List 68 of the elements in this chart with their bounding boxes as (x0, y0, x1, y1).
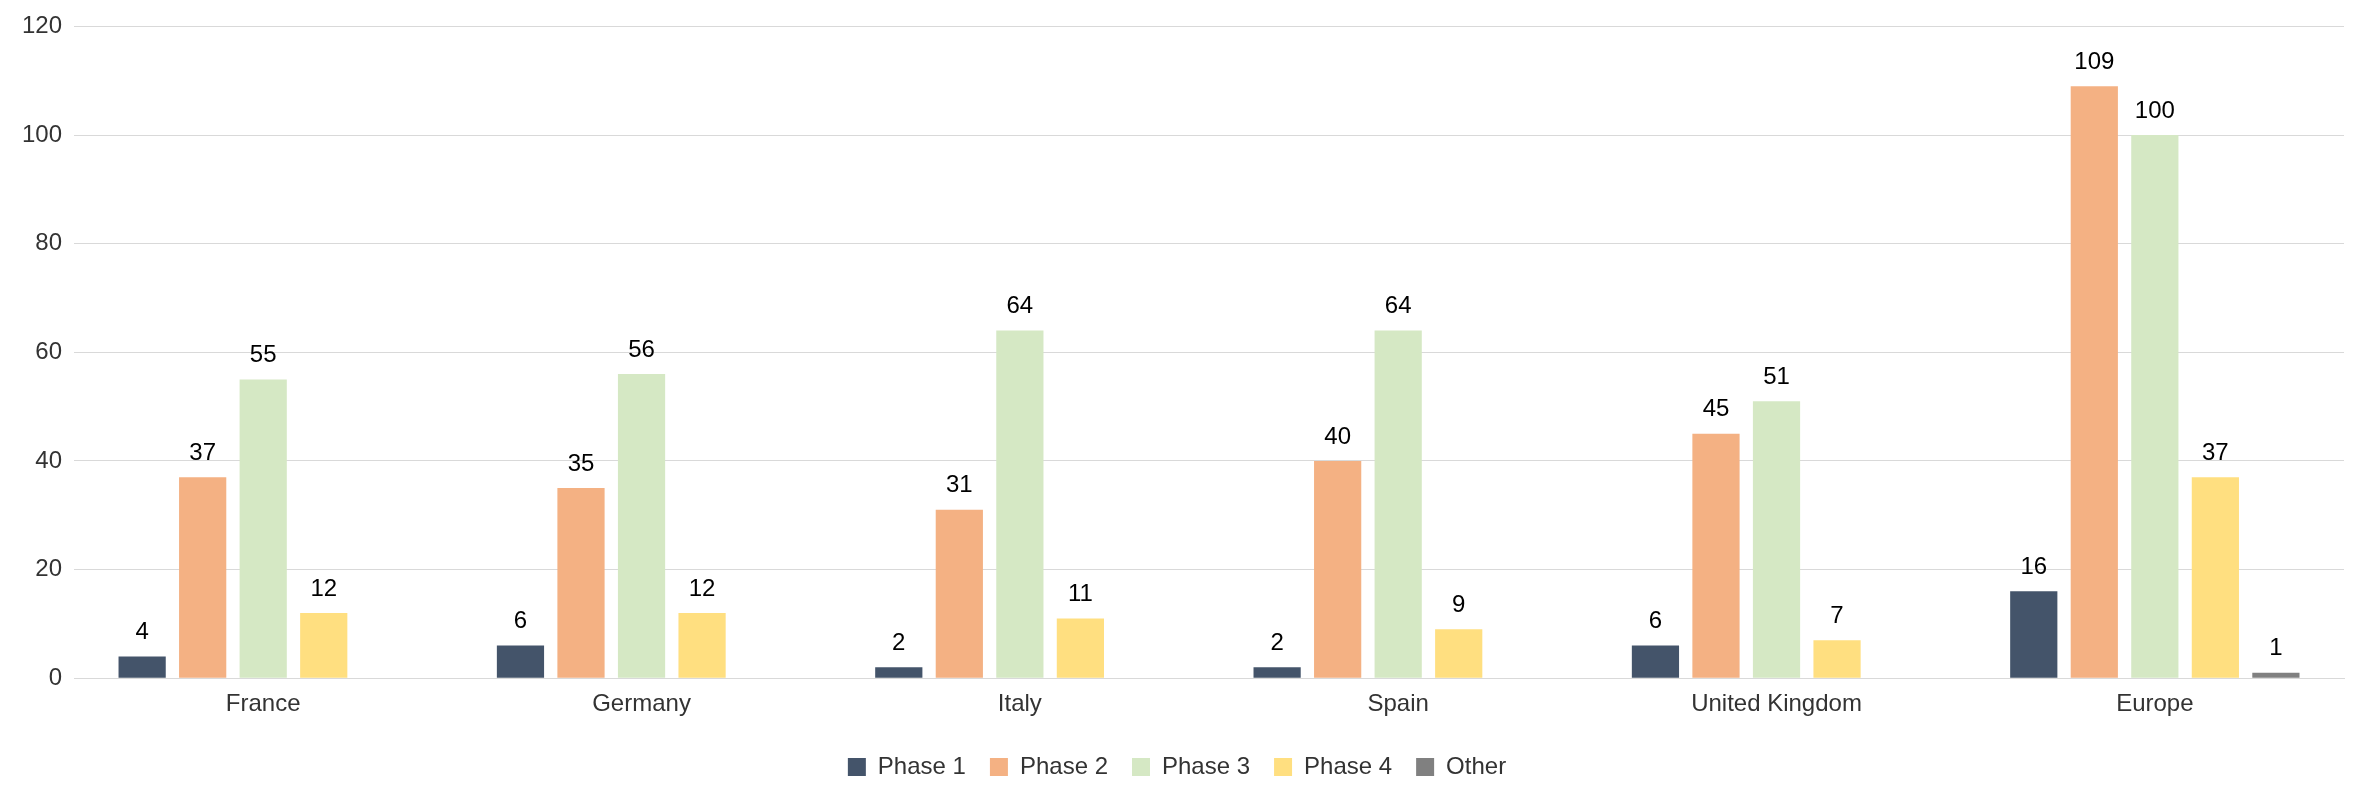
data-label: 6 (513, 606, 528, 634)
data-label: 51 (1763, 361, 1790, 389)
data-label: 64 (1384, 291, 1412, 319)
data-label: 9 (1452, 589, 1466, 617)
data-label: 45 (1702, 394, 1730, 422)
x-tick-label: Italy (997, 689, 1042, 717)
bar (496, 645, 545, 678)
data-label: 12 (310, 573, 338, 601)
legend-label: Other (1446, 751, 1507, 779)
data-label: 55 (249, 340, 277, 368)
y-tick-label: 40 (35, 445, 63, 473)
legend-label: Phase 2 (1019, 751, 1108, 779)
x-tick-label: Spain (1367, 689, 1429, 717)
bar (300, 613, 348, 678)
bar (2252, 672, 2300, 678)
data-label: 40 (1324, 421, 1351, 449)
bar (1631, 645, 1680, 678)
x-tick-label: United Kingdom (1691, 689, 1862, 717)
data-label: 37 (189, 437, 217, 465)
x-tick-label: Europe (2116, 689, 2194, 717)
data-label: 56 (628, 334, 655, 362)
bar (1692, 433, 1740, 678)
data-label: 2 (892, 627, 906, 655)
legend-label: Phase 1 (877, 751, 966, 779)
bar (678, 613, 726, 678)
y-tick-label: 100 (22, 119, 63, 147)
data-label: 12 (688, 573, 716, 601)
data-label: 7 (1830, 600, 1844, 628)
data-label: 109 (2074, 46, 2115, 74)
data-label: 100 (2134, 95, 2175, 123)
data-label: 35 (567, 448, 595, 476)
y-tick-label: 80 (35, 228, 63, 256)
bar (1813, 640, 1861, 678)
data-label: 64 (1006, 291, 1034, 319)
bar (617, 374, 666, 678)
bar (2070, 86, 2118, 678)
bar (2010, 591, 2058, 678)
data-label: 6 (1648, 606, 1663, 634)
y-tick-label: 0 (48, 662, 63, 690)
bar (1056, 618, 1104, 678)
bar (996, 330, 1044, 678)
data-label: 16 (2020, 551, 2048, 579)
bar (875, 667, 923, 678)
bar (1752, 401, 1801, 678)
data-label: 4 (135, 617, 149, 645)
data-label: 1 (2269, 633, 2283, 661)
data-label: 31 (945, 470, 973, 498)
bar (1314, 460, 1362, 678)
bar (2131, 135, 2179, 678)
bar (935, 509, 983, 678)
bar (557, 488, 605, 678)
data-label: 11 (1067, 579, 1093, 607)
y-tick-label: 60 (35, 336, 63, 364)
x-tick-label: Germany (592, 689, 691, 717)
y-tick-label: 20 (35, 554, 63, 582)
data-label: 37 (2202, 437, 2229, 465)
legend-label: Phase 4 (1304, 751, 1393, 779)
bar (1253, 667, 1301, 678)
bar (118, 656, 166, 678)
y-tick-label: 120 (22, 11, 63, 39)
bar (179, 477, 227, 678)
x-tick-label: France (225, 689, 301, 717)
bar (239, 379, 287, 678)
legend-label: Phase 3 (1161, 751, 1251, 779)
bar (1435, 629, 1483, 678)
data-label: 2 (1270, 627, 1284, 655)
bar (2191, 477, 2239, 678)
bar (1374, 330, 1422, 678)
